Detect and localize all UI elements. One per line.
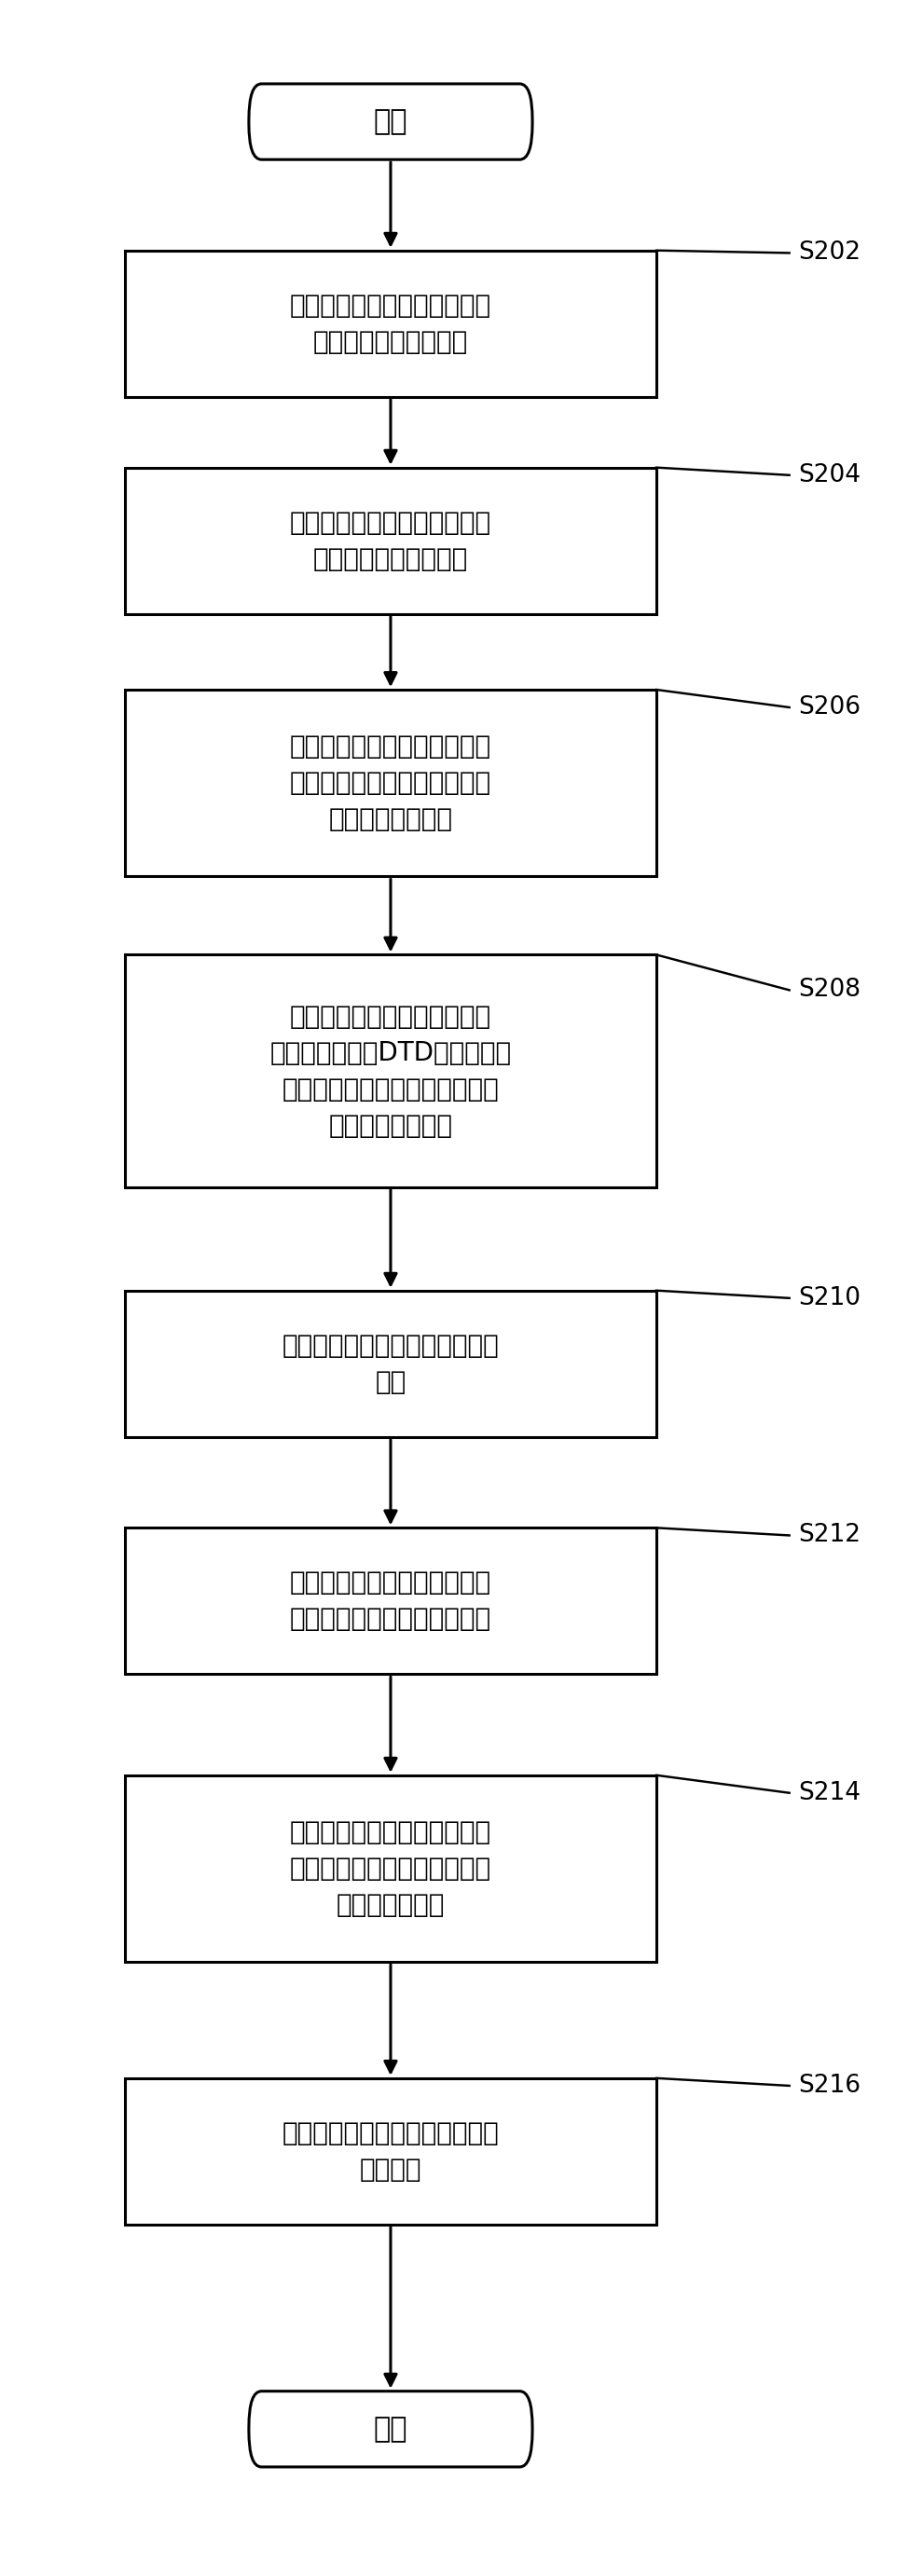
Text: S210: S210 — [798, 1285, 860, 1311]
Text: S216: S216 — [798, 2074, 860, 2097]
FancyBboxPatch shape — [125, 469, 656, 613]
Text: S202: S202 — [798, 240, 860, 265]
Text: 结束: 结束 — [374, 2416, 408, 2442]
Text: 根据条件集合的内容类型对相
应的异构信息整合集进行查询
，返回查询结果: 根据条件集合的内容类型对相 应的异构信息整合集进行查询 ，返回查询结果 — [290, 1819, 491, 1919]
FancyBboxPatch shape — [125, 690, 656, 876]
Text: 根据预定义格式对数据内容进
行解析，封装为对应的内容实
体，进行内容审批: 根据预定义格式对数据内容进 行解析，封装为对应的内容实 体，进行内容审批 — [290, 734, 491, 832]
Text: S204: S204 — [798, 464, 860, 487]
Text: S214: S214 — [798, 1780, 860, 1806]
Text: 接收消费内容请求，并返回具体
数据信息: 接收消费内容请求，并返回具体 数据信息 — [282, 2120, 499, 2182]
Text: 将内容实体通过映射反向定义
的文档类型定义DTD文件，存储
至对应的内容库，将内容库与异
构信息整合集关联: 将内容实体通过映射反向定义 的文档类型定义DTD文件，存储 至对应的内容库，将内… — [270, 1002, 511, 1139]
Text: 接收业务提供方的异构信息数
据内容，进行接入鉴权: 接收业务提供方的异构信息数 据内容，进行接入鉴权 — [290, 294, 491, 355]
Text: 开始: 开始 — [374, 108, 408, 134]
FancyBboxPatch shape — [125, 956, 656, 1188]
Text: 接收业务系统的查询请求，接入
鉴权: 接收业务系统的查询请求，接入 鉴权 — [282, 1332, 499, 1396]
FancyBboxPatch shape — [249, 85, 533, 160]
Text: 对查询请求进行解析，提取查
询的条件集合，进行内容审批: 对查询请求进行解析，提取查 询的条件集合，进行内容审批 — [290, 1569, 491, 1633]
FancyBboxPatch shape — [125, 1528, 656, 1674]
Text: S206: S206 — [798, 696, 860, 719]
FancyBboxPatch shape — [249, 2391, 533, 2468]
FancyBboxPatch shape — [125, 1291, 656, 1437]
Text: S208: S208 — [798, 979, 860, 1002]
Text: 根据异构信息数据内容的类型
获得对应的预定义格式: 根据异构信息数据内容的类型 获得对应的预定义格式 — [290, 510, 491, 572]
Text: S212: S212 — [798, 1522, 860, 1548]
FancyBboxPatch shape — [125, 2079, 656, 2226]
FancyBboxPatch shape — [125, 1775, 656, 1963]
FancyBboxPatch shape — [125, 250, 656, 397]
